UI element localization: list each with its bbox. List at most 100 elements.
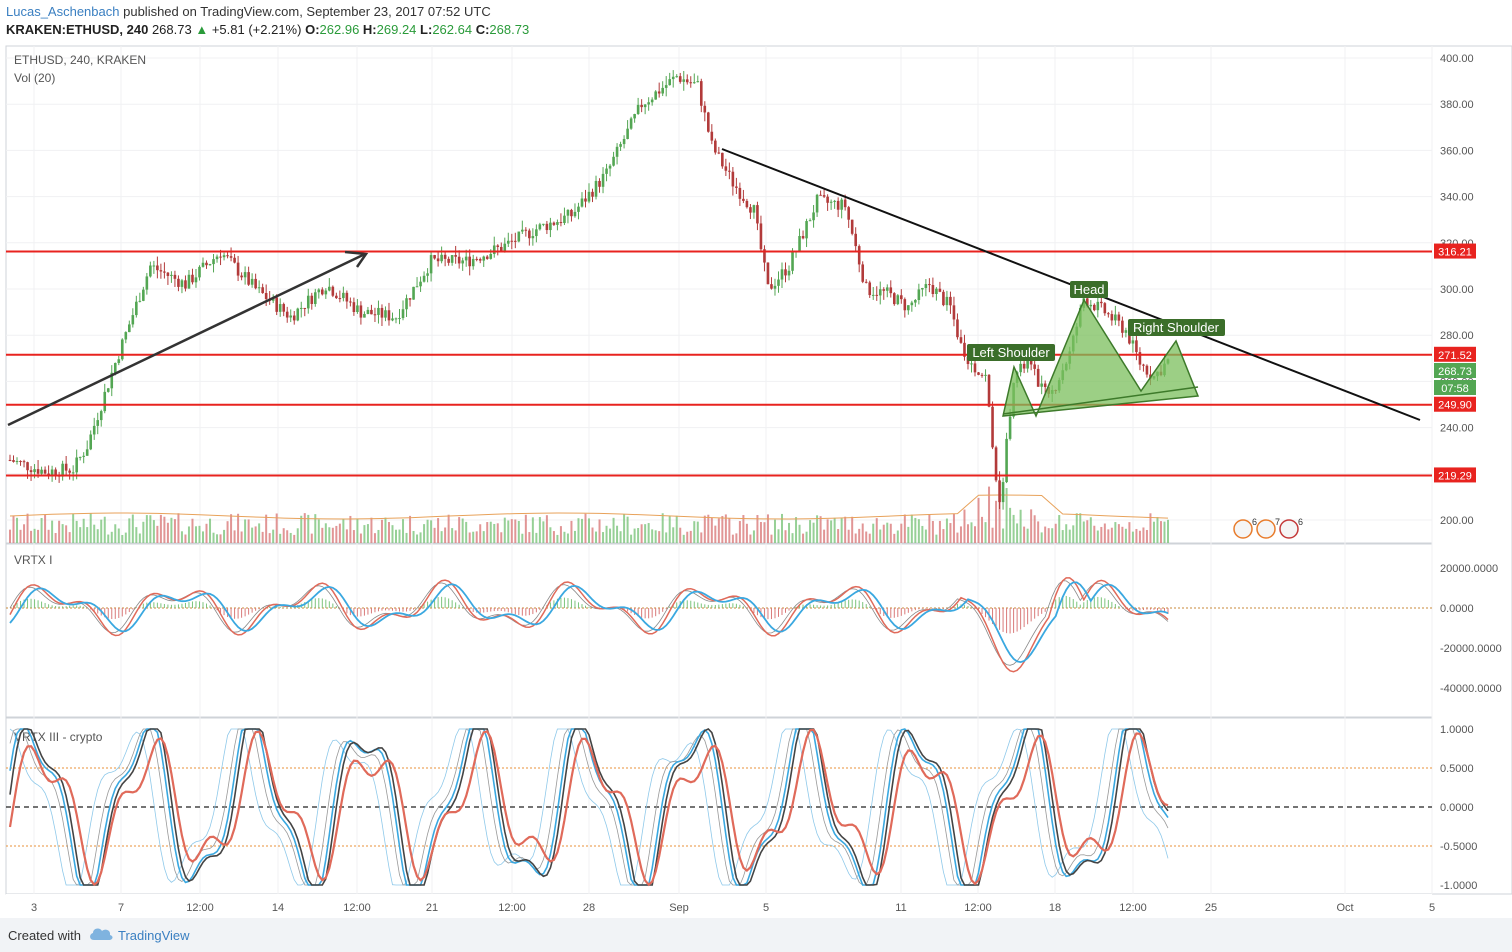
volume-bar: [1093, 525, 1096, 543]
candle-body: [226, 255, 229, 257]
candle-body: [735, 186, 738, 188]
osc1-title: VRTX I: [14, 553, 52, 567]
up-arrow-icon: ▲: [195, 22, 209, 37]
osc1-pane[interactable]: [5, 543, 1433, 718]
time-tick-label: 12:00: [186, 902, 214, 914]
candle-body: [184, 280, 187, 289]
candle-body: [731, 171, 735, 187]
volume-bar: [721, 515, 724, 543]
volume-bar: [556, 534, 559, 543]
candle-body: [752, 205, 756, 213]
volume-bar: [654, 530, 657, 543]
candle-body: [1029, 360, 1033, 365]
volume-bar: [314, 514, 317, 543]
volume-bar: [942, 529, 945, 543]
candle-body: [900, 295, 903, 300]
candle-body: [784, 269, 787, 276]
candle-body: [113, 363, 117, 373]
candle-body: [92, 425, 96, 435]
volume-bar: [988, 486, 991, 543]
candle-body: [82, 455, 85, 457]
candle-body: [707, 112, 710, 132]
volume-bar: [521, 533, 524, 543]
left-shoulder-annotation[interactable]: Left Shoulder: [967, 344, 1055, 361]
volume-bar: [984, 522, 987, 543]
time-axis[interactable]: [6, 894, 1432, 918]
main-pane[interactable]: [5, 45, 1433, 544]
volume-bar: [247, 519, 250, 543]
volume-bar: [261, 531, 264, 543]
volume-bar: [1033, 515, 1036, 543]
candle-body: [370, 309, 373, 315]
volume-bar: [286, 530, 289, 543]
volume-bar: [486, 522, 489, 543]
candle-body: [882, 289, 886, 291]
volume-bar: [647, 523, 650, 543]
event-badges[interactable]: 6 7 6: [1233, 517, 1303, 539]
volume-bar: [1030, 509, 1033, 543]
volume-bar: [26, 513, 29, 543]
volume-bar: [458, 517, 461, 543]
volume-bar: [1068, 529, 1071, 543]
head-annotation[interactable]: Head: [1070, 281, 1108, 298]
volume-bar: [86, 527, 89, 543]
flag-icon[interactable]: [1233, 519, 1253, 539]
candle-body: [328, 286, 331, 291]
flag-icon[interactable]: [1279, 519, 1299, 539]
right-shoulder-annotation[interactable]: Right Shoulder: [1128, 319, 1225, 336]
candle-body: [163, 271, 166, 273]
volume-bar: [156, 525, 159, 543]
volume-bar: [826, 519, 829, 543]
candle-body: [696, 81, 700, 83]
volume-bar: [728, 518, 731, 543]
candle-body: [528, 230, 531, 239]
volume-bar: [995, 500, 998, 543]
time-tick-label: 11: [895, 902, 906, 914]
volume-bar: [356, 518, 359, 543]
osc2-pane[interactable]: [5, 717, 1433, 895]
volume-bar: [573, 530, 576, 543]
candle-body: [138, 300, 142, 302]
osc2-tick-label: 0.0000: [1440, 802, 1474, 814]
volume-bar: [121, 534, 124, 543]
volume-bar: [1152, 521, 1155, 543]
volume-bar: [609, 528, 612, 543]
candle-body: [208, 264, 212, 266]
candle-body: [433, 255, 436, 259]
chart-area[interactable]: Left Shoulder Head Right Shoulder ETHUSD…: [0, 44, 1512, 918]
candle-body: [401, 309, 405, 319]
volume-bar: [233, 530, 236, 543]
volume-bar: [191, 518, 194, 543]
volume-bar: [717, 518, 720, 543]
tradingview-link[interactable]: TradingView: [118, 928, 190, 943]
candle-body: [412, 286, 415, 300]
candle-body: [317, 289, 321, 293]
neckline[interactable]: [1002, 386, 1199, 415]
volume-bar: [816, 515, 819, 543]
volume-bar: [679, 527, 682, 543]
event-badge-3: 6: [1298, 517, 1303, 527]
volume-bar: [412, 530, 415, 543]
uptrend-line[interactable]: [7, 252, 366, 427]
candle-body: [75, 457, 78, 473]
candle-body: [89, 434, 93, 450]
volume-bar: [110, 531, 113, 543]
candle-body: [664, 85, 668, 88]
candle-body: [1001, 482, 1005, 503]
volume-bar: [216, 534, 219, 543]
volume-bar: [675, 515, 678, 543]
volume-bar: [682, 534, 685, 543]
volume-bar: [837, 529, 840, 543]
volume-bar: [823, 529, 826, 543]
candle-body: [212, 259, 215, 265]
volume-bar: [419, 532, 422, 543]
volume-bar: [938, 520, 941, 543]
candle-body: [250, 278, 254, 285]
candle-body: [275, 297, 278, 312]
candle-body: [931, 284, 935, 294]
candle-body: [584, 198, 587, 202]
volume-bar: [296, 528, 299, 543]
volume-bar: [30, 530, 33, 543]
author-link[interactable]: Lucas_Aschenbach: [6, 4, 120, 19]
flag-icon[interactable]: [1256, 519, 1276, 539]
